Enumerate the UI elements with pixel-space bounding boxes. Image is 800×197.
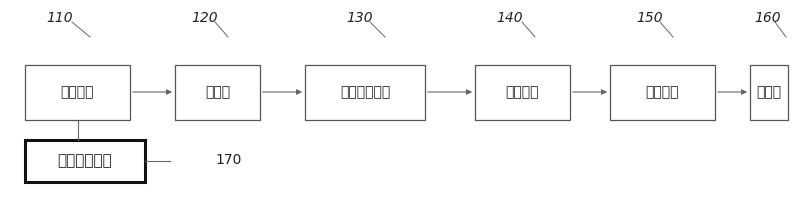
Text: 聚光系统: 聚光系统 <box>646 85 679 99</box>
Text: 150: 150 <box>637 11 663 25</box>
Text: 反射镜: 反射镜 <box>205 85 230 99</box>
Bar <box>750 65 788 120</box>
Bar <box>25 65 130 120</box>
Text: 光瞳整形装置: 光瞳整形装置 <box>340 85 390 99</box>
Text: 匀光器件: 匀光器件 <box>506 85 539 99</box>
Bar <box>305 65 425 120</box>
Text: 140: 140 <box>497 11 523 25</box>
Bar <box>175 65 260 120</box>
Text: 170: 170 <box>215 153 242 167</box>
Text: 110: 110 <box>46 11 74 25</box>
Text: 照明场: 照明场 <box>757 85 782 99</box>
Bar <box>475 65 570 120</box>
Bar <box>25 140 145 182</box>
Bar <box>610 65 715 120</box>
Text: 汞灯光源: 汞灯光源 <box>61 85 94 99</box>
Text: 120: 120 <box>192 11 218 25</box>
Text: 160: 160 <box>754 11 782 25</box>
Text: 汞灯调节装置: 汞灯调节装置 <box>58 153 112 168</box>
Text: 130: 130 <box>346 11 374 25</box>
